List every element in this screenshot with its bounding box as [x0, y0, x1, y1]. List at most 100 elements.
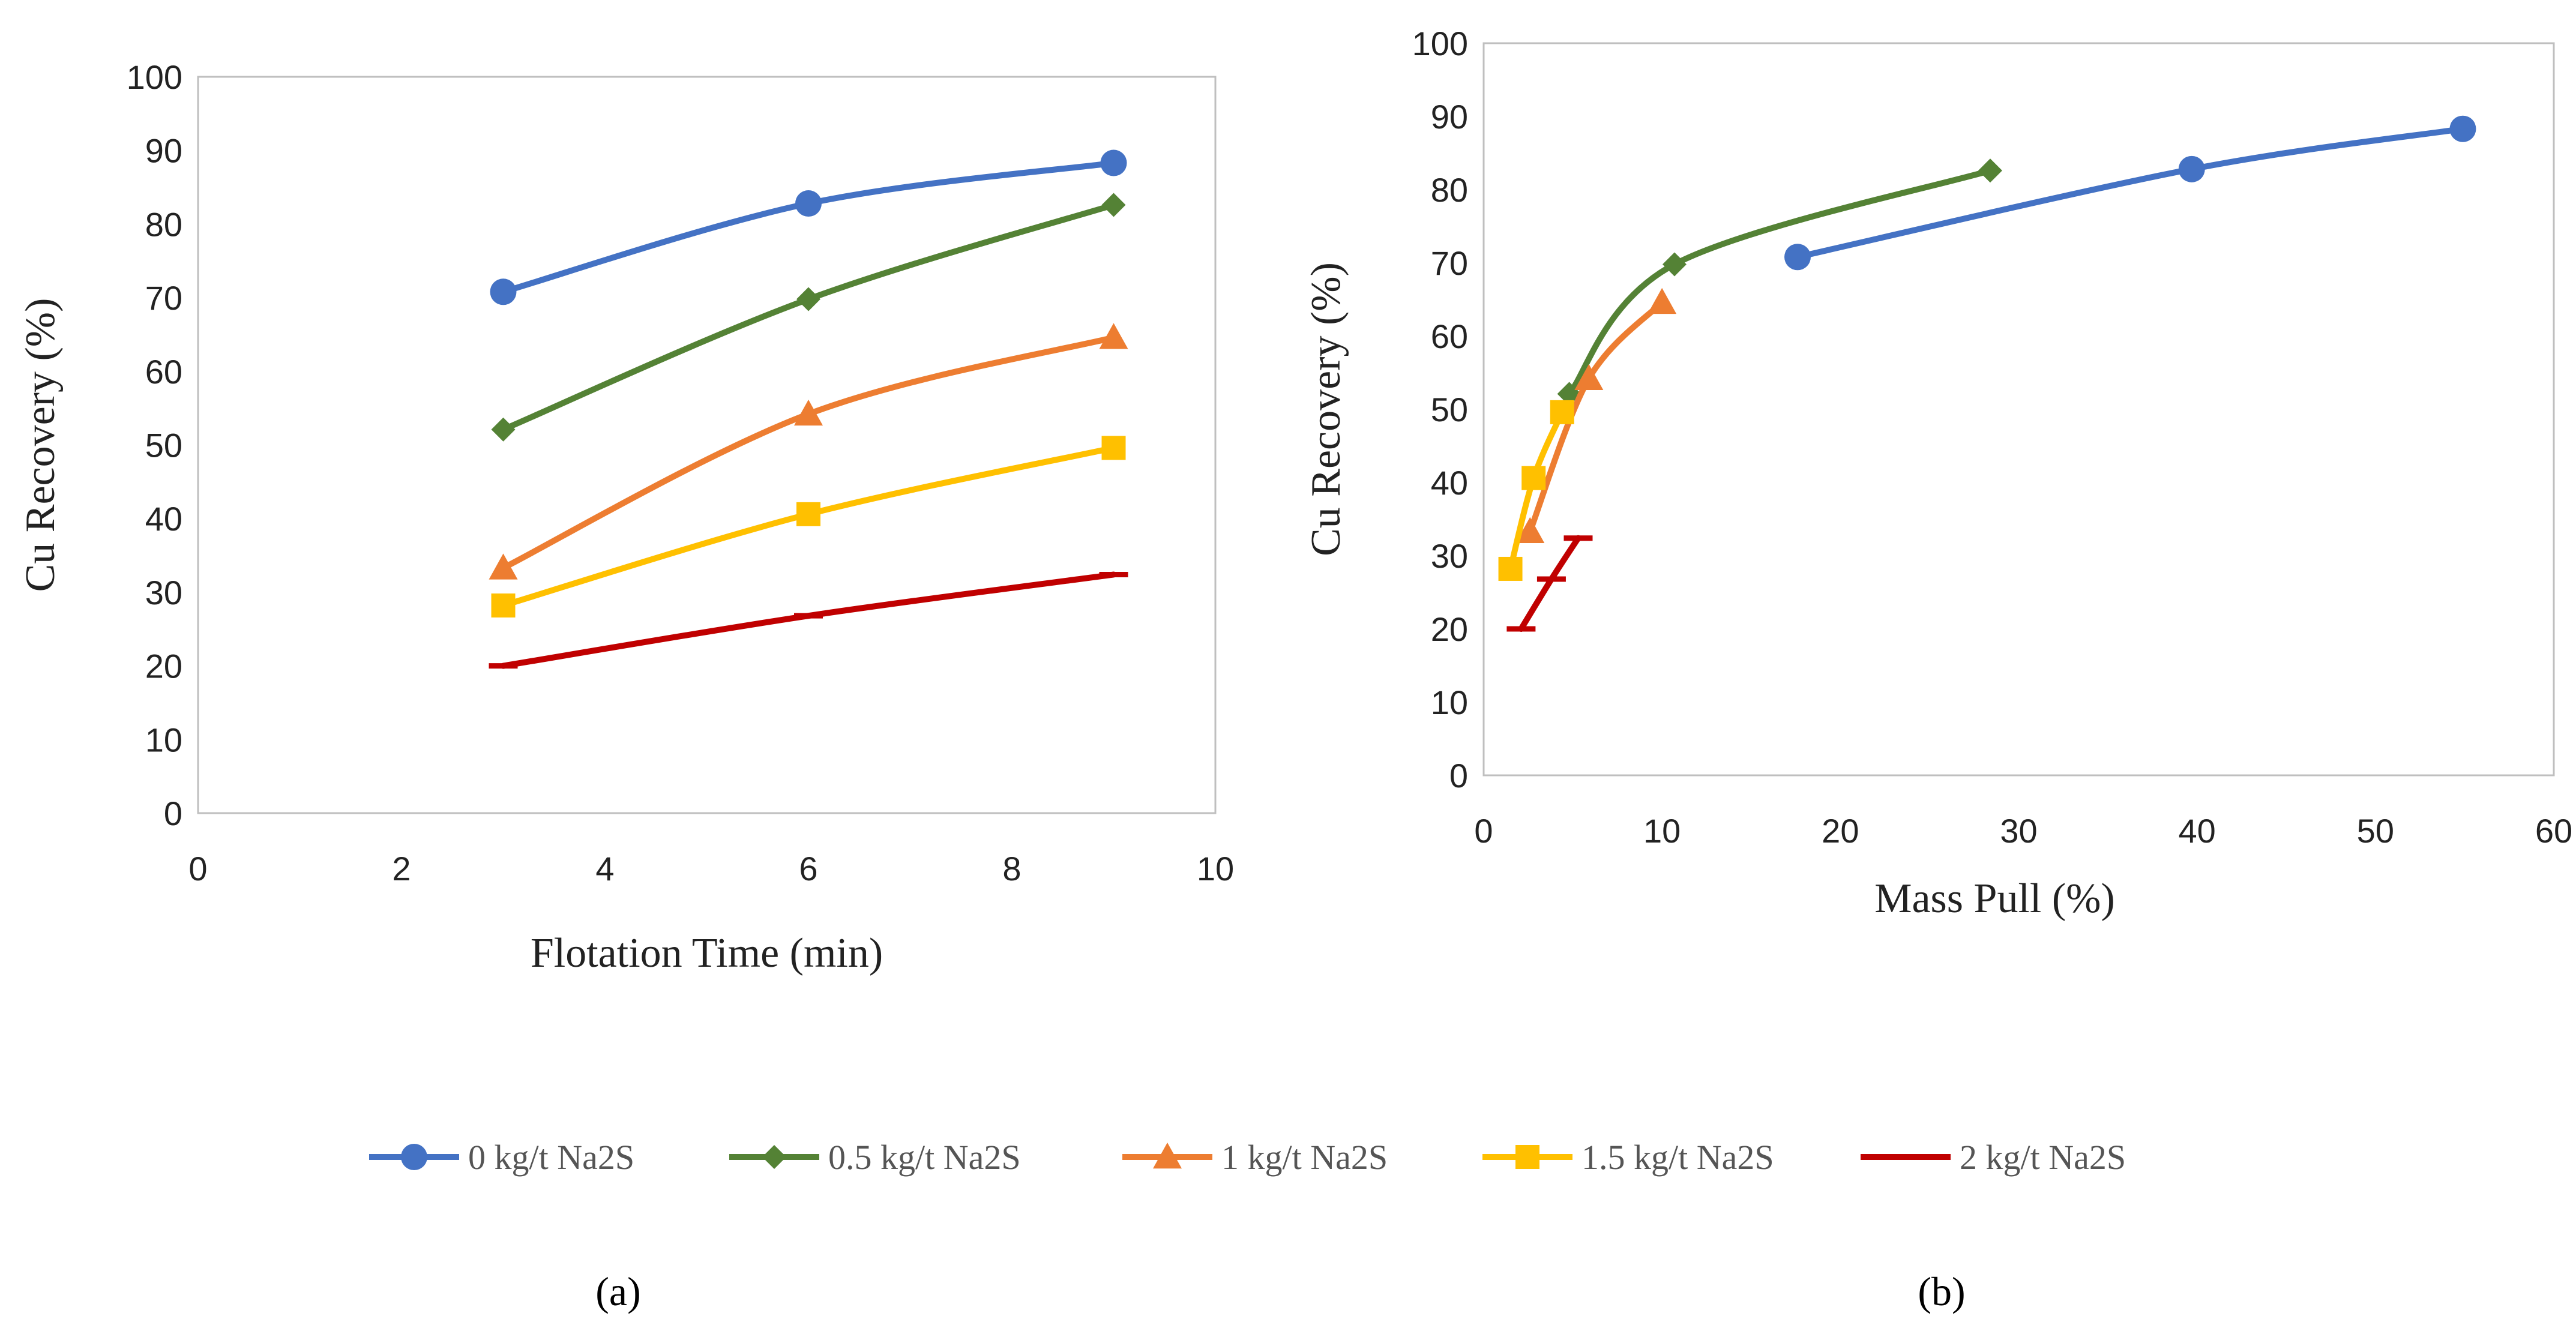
x-tick-label-a: 4 [595, 850, 614, 888]
y-tick-label-a: 80 [145, 205, 182, 243]
series-0-5-kg-t-na2s-a [491, 193, 1126, 442]
data-point-1-kg-t-na2s [1099, 323, 1128, 349]
x-tick-label-b: 0 [1474, 812, 1493, 850]
series-1-5-kg-t-na2s-b [1498, 400, 1574, 581]
chart-mass-pull: 0 10 20 30 40 50 60 70 80 90 100 0 10 20 30 40 50 60 Mass … [1303, 25, 2572, 922]
x-tick-label-a: 6 [799, 850, 817, 888]
legend-marker-0-kg-t-na2s [401, 1144, 427, 1170]
data-point-0-kg-t-na2s [490, 278, 517, 305]
legend-label: 1.5 kg/t Na2S [1581, 1138, 1774, 1177]
data-point-0-5-kg-t-na2s [1101, 193, 1126, 217]
series-0-kg-t-na2s-a [490, 149, 1127, 305]
legend-label: 2 kg/t Na2S [1960, 1138, 2126, 1177]
series-line-0-5-kg-t-na2s [1566, 167, 1993, 397]
series-line-0-kg-t-na2s [500, 160, 1117, 295]
x-tick-label-a: 10 [1197, 850, 1234, 888]
y-tick-label-a: 100 [127, 58, 182, 96]
y-tick-label-b: 0 [1449, 757, 1468, 795]
series-1-kg-t-na2s-a [489, 323, 1128, 580]
y-tick-label-a: 10 [145, 721, 182, 759]
data-point-0-kg-t-na2s [795, 190, 822, 217]
x-tick-label-b: 60 [2535, 812, 2572, 850]
plot-area-b [1482, 42, 2555, 777]
legend-item-2-kg-t-na2s: 2 kg/t Na2S [1861, 1138, 2126, 1177]
y-tick-label-b: 10 [1431, 684, 1468, 721]
data-point-0-kg-t-na2s [2178, 155, 2205, 182]
y-tick-label-b: 90 [1431, 98, 1468, 136]
x-tick-label-b: 10 [1643, 812, 1681, 850]
data-point-0-5-kg-t-na2s [1662, 252, 1687, 277]
y-tick-label-a: 20 [145, 647, 182, 685]
legend-marker-1-5-kg-t-na2s [1515, 1145, 1539, 1169]
data-point-0-kg-t-na2s [1100, 149, 1127, 176]
y-tick-label-b: 80 [1431, 171, 1468, 209]
y-tick-label-b: 50 [1431, 391, 1468, 428]
y-tick-label-b: 40 [1431, 464, 1468, 502]
series-2-kg-t-na2s-b [1506, 535, 1593, 632]
y-tick-label-a: 60 [145, 353, 182, 391]
data-point-1-5-kg-t-na2s [491, 593, 516, 617]
y-tick-label-b: 20 [1431, 610, 1468, 648]
data-point-0-kg-t-na2s [2449, 115, 2476, 142]
legend-label: 1 kg/t Na2S [1221, 1138, 1388, 1177]
y-tick-label-a: 0 [164, 795, 182, 832]
y-tick-label-a: 50 [145, 427, 182, 464]
legend-item-0-5-kg-t-na2s: 0.5 kg/t Na2S [729, 1138, 1021, 1177]
y-tick-label-b: 30 [1431, 537, 1468, 575]
series-0-kg-t-na2s-b [1784, 115, 2476, 271]
legend-marker-1-kg-t-na2s [1153, 1143, 1182, 1169]
y-tick-label-a: 40 [145, 500, 182, 538]
y-tick-label-b: 100 [1412, 25, 1468, 62]
y-axis-title-b: Cu Recovery (%) [1303, 262, 1349, 556]
series-1-kg-t-na2s-b [1515, 287, 1677, 543]
series-2-kg-t-na2s-a [489, 571, 1128, 669]
panel-label-b: (b) [1918, 1269, 1965, 1314]
legend-label: 0 kg/t Na2S [468, 1138, 634, 1177]
x-tick-label-b: 40 [2179, 812, 2216, 850]
x-axis-title-a: Flotation Time (min) [531, 930, 883, 976]
data-point-1-5-kg-t-na2s [1550, 400, 1574, 424]
data-point-1-kg-t-na2s [1515, 517, 1545, 543]
y-tick-label-a: 90 [145, 132, 182, 170]
x-tick-label-b: 50 [2357, 812, 2394, 850]
series-line-1-kg-t-na2s [500, 334, 1117, 571]
y-tick-label-b: 70 [1431, 244, 1468, 282]
series-1-5-kg-t-na2s-a [491, 436, 1126, 617]
series-line-2-kg-t-na2s [1518, 535, 1581, 632]
x-tick-label-b: 20 [1822, 812, 1859, 850]
data-point-0-5-kg-t-na2s [796, 287, 820, 311]
series-line-0-5-kg-t-na2s [500, 202, 1117, 433]
data-point-1-kg-t-na2s [489, 553, 518, 580]
data-point-1-kg-t-na2s [1574, 364, 1604, 390]
panel-label-a: (a) [595, 1269, 640, 1314]
legend-item-1-kg-t-na2s: 1 kg/t Na2S [1122, 1138, 1388, 1177]
legend: 0 kg/t Na2S 0.5 kg/t Na2S 1 kg/t Na2S 1.5 k… [369, 1138, 2126, 1177]
legend-label: 0.5 kg/t Na2S [828, 1138, 1021, 1177]
data-point-0-5-kg-t-na2s [491, 417, 516, 442]
x-tick-label-b: 30 [2000, 812, 2037, 850]
x-tick-label-a: 8 [1002, 850, 1021, 888]
series-line-1-5-kg-t-na2s [500, 445, 1117, 608]
y-tick-label-a: 30 [145, 574, 182, 611]
data-point-1-kg-t-na2s [794, 399, 823, 426]
chart-flotation-time: 0 10 20 30 40 50 60 70 80 90 100 0 2 4 6 8 10 Flotation T… [17, 58, 1234, 976]
series-line-0-kg-t-na2s [1795, 125, 2466, 260]
x-axis-title-b: Mass Pull (%) [1874, 876, 2115, 922]
series-line-2-kg-t-na2s [500, 571, 1117, 669]
y-tick-label-a: 70 [145, 279, 182, 317]
data-point-0-kg-t-na2s [1784, 244, 1811, 271]
data-point-1-5-kg-t-na2s [1101, 436, 1126, 460]
series-line-1-kg-t-na2s [1527, 299, 1666, 535]
series-line-1-5-kg-t-na2s [1507, 409, 1565, 572]
x-tick-label-a: 2 [392, 850, 411, 888]
legend-item-0-kg-t-na2s: 0 kg/t Na2S [369, 1138, 634, 1177]
y-tick-label-b: 60 [1431, 317, 1468, 355]
plot-area-a [197, 76, 1217, 814]
x-tick-label-a: 0 [188, 850, 207, 888]
data-point-1-kg-t-na2s [1648, 287, 1677, 314]
data-point-1-5-kg-t-na2s [1498, 556, 1523, 581]
data-point-1-5-kg-t-na2s [1521, 466, 1546, 490]
legend-marker-0-5-kg-t-na2s [762, 1145, 786, 1169]
y-axis-title-a: Cu Recovery (%) [17, 298, 64, 592]
